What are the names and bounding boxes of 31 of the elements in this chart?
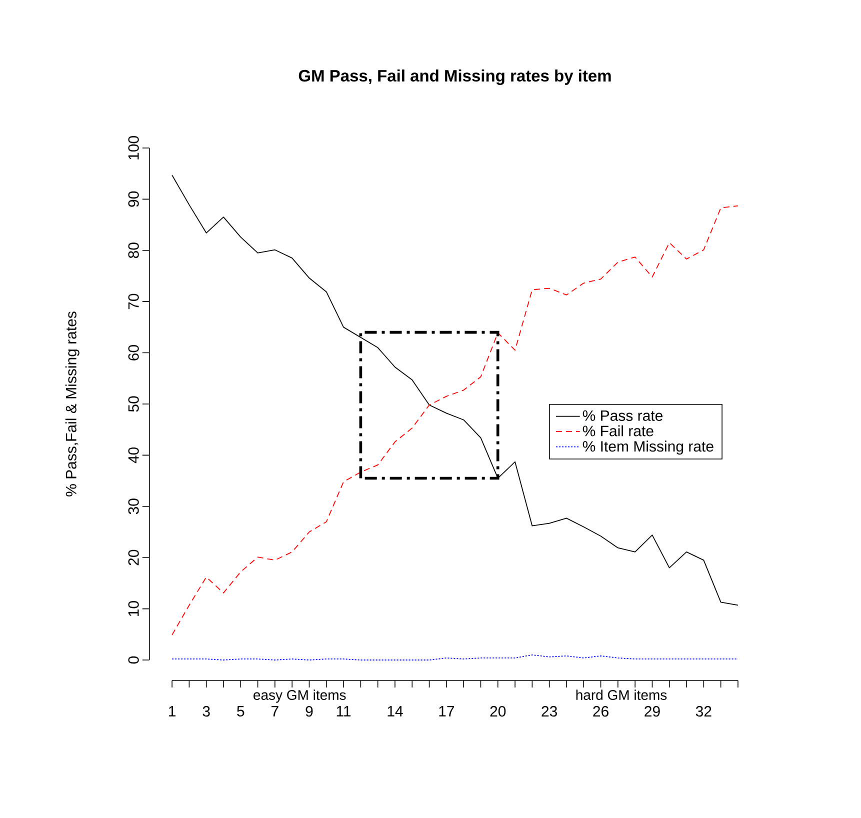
y-tick-label: 90: [128, 191, 139, 207]
legend-label: % Item Missing rate: [582, 440, 714, 455]
x-tick-label: 1: [169, 706, 176, 716]
y-tick-label: 0: [128, 656, 139, 664]
y-tick-label: 20: [128, 550, 139, 566]
y-tick-label: 40: [128, 447, 139, 464]
legend-label: % Fail rate: [582, 425, 654, 436]
y-tick-label: 80: [128, 242, 139, 258]
y-tick-label: 100: [128, 136, 139, 160]
legend-label: % Pass rate: [582, 410, 663, 421]
text: easy GM items: [254, 690, 346, 703]
y-tick-label: 50: [128, 396, 139, 412]
y-tick-label: 60: [128, 345, 139, 360]
x-tick-label: 29: [644, 706, 660, 717]
x-tick-label: 26: [593, 706, 608, 717]
chart-title: GM Pass, Fail and Missing rates by item: [298, 70, 611, 85]
x-tick-label: 20: [490, 706, 506, 717]
x-tick-label: 5: [237, 706, 244, 716]
x-tick-label: 11: [336, 706, 351, 716]
x-tick-label: 7: [272, 706, 278, 716]
x-tick-label: 23: [542, 706, 558, 717]
x-tick-label: 32: [696, 706, 712, 717]
x-tick-label: 9: [306, 706, 313, 717]
y-axis-title: % Pass,Fail & Missing rates: [65, 312, 80, 496]
y-tick-label: 70: [128, 294, 139, 310]
text: hard GM items: [576, 690, 667, 700]
x-tick-label: 14: [388, 706, 403, 716]
x-tick-label: 3: [202, 706, 210, 717]
y-tick-label: 10: [128, 601, 139, 616]
y-tick-label: 30: [128, 498, 139, 514]
x-tick-label: 17: [439, 706, 454, 716]
